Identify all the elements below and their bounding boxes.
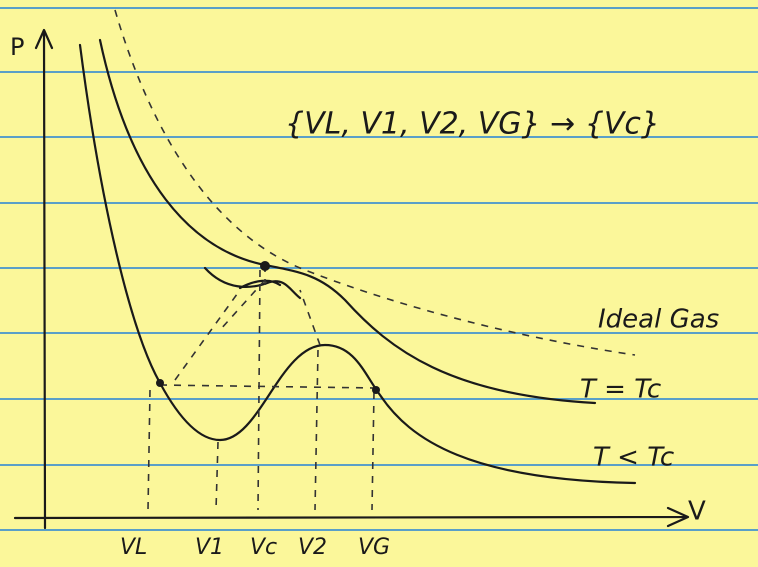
y-axis-label: P [10,33,24,61]
volume-label: VG [358,535,390,560]
sketch: P V {VL, V1, V2, VG} → {Vc} Ideal Gas T … [0,0,758,567]
volume-label: VL [120,535,147,560]
volume-label: V2 [298,535,327,560]
equation: {VL, V1, V2, VG} → {Vc} [285,107,660,142]
curve-label: Ideal Gas [598,305,719,335]
page: P V {VL, V1, V2, VG} → {Vc} Ideal Gas T … [0,0,758,567]
curve-label: T = Tc [580,375,661,405]
x-axis-label: V [688,497,706,527]
volume-label: V1 [195,535,224,560]
volume-label: Vc [250,535,277,560]
paper [0,0,758,567]
curve-label: T < Tc [593,443,674,473]
